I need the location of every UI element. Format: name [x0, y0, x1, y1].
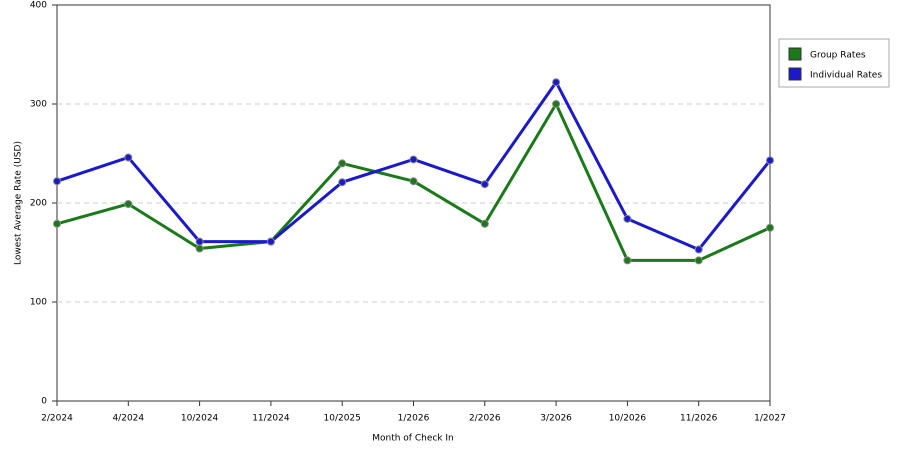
- point-marker: [266, 237, 275, 246]
- x-tick-label: 4/2024: [112, 414, 144, 424]
- legend-swatch: [788, 47, 802, 61]
- x-tick-label: 3/2026: [540, 414, 572, 424]
- point-marker: [766, 223, 774, 232]
- y-axis-label: Lowest Average Rate (USD): [14, 141, 24, 265]
- point-marker: [124, 153, 133, 162]
- point-marker: [195, 237, 204, 246]
- point-marker: [338, 178, 347, 187]
- point-marker: [195, 244, 204, 253]
- x-tick-label: 2/2024: [41, 414, 73, 424]
- point-marker: [694, 245, 703, 254]
- point-marker: [552, 78, 561, 87]
- x-tick-label: 11/2026: [680, 414, 718, 424]
- point-marker: [480, 180, 489, 189]
- series-line: [56, 80, 772, 252]
- y-tick-label: 300: [30, 100, 47, 110]
- y-tick-label: 400: [30, 1, 47, 11]
- point-marker: [552, 100, 561, 108]
- y-tick-label: 100: [30, 298, 47, 308]
- point-marker: [694, 256, 703, 265]
- x-tick-label: 10/2026: [609, 414, 647, 424]
- point-marker: [409, 155, 418, 164]
- point-marker: [338, 159, 347, 168]
- x-tick-label: 10/2024: [181, 414, 219, 424]
- point-marker: [480, 219, 489, 228]
- x-tick-label: 1/2026: [398, 414, 430, 424]
- legend-swatch: [788, 67, 802, 81]
- point-marker: [766, 156, 774, 165]
- x-tick-label: 2/2026: [469, 414, 501, 424]
- point-marker: [53, 177, 61, 186]
- point-marker: [409, 177, 418, 186]
- point-marker: [623, 256, 632, 265]
- point-marker: [53, 219, 61, 228]
- x-tick-label: 10/2025: [324, 414, 361, 424]
- x-tick-label: 11/2024: [252, 414, 290, 424]
- legend-label: Group Rates: [810, 51, 866, 61]
- y-tick-label: 200: [30, 199, 47, 209]
- y-tick-label: 0: [41, 397, 47, 407]
- x-axis-label: Month of Check In: [372, 434, 454, 444]
- legend-label: Individual Rates: [810, 71, 882, 81]
- point-marker: [623, 214, 632, 223]
- point-marker: [124, 199, 133, 208]
- x-tick-label: 1/2027: [754, 414, 786, 424]
